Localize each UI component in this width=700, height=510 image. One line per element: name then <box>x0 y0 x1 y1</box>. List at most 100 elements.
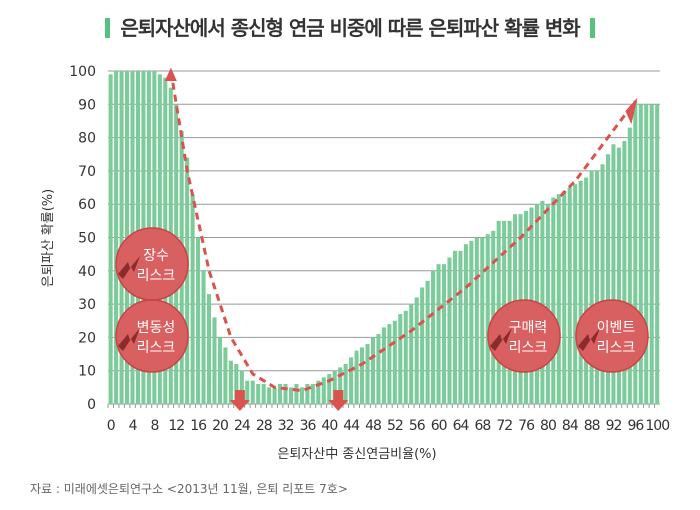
bar <box>485 234 490 404</box>
x-tick-label: 24 <box>234 418 251 434</box>
bar <box>343 364 348 404</box>
bar <box>190 194 195 404</box>
bar <box>256 384 261 404</box>
bar <box>234 364 239 404</box>
x-tick-label: 64 <box>453 418 470 434</box>
lightning-icon <box>118 256 140 279</box>
y-tick-label: 0 <box>87 397 96 413</box>
bar <box>556 194 561 404</box>
x-tick-label: 40 <box>321 418 337 434</box>
bar <box>321 377 326 404</box>
risk-label-top: 변동성 <box>137 320 176 336</box>
bar <box>595 170 600 404</box>
x-tick-label: 84 <box>562 418 579 434</box>
bar <box>562 190 567 404</box>
bar <box>540 200 545 404</box>
risk-label-bottom: 리스크 <box>509 340 548 356</box>
bar <box>381 327 386 404</box>
bar <box>616 147 621 404</box>
bar <box>185 157 190 404</box>
bar <box>409 304 414 404</box>
x-tick-label: 20 <box>212 418 228 434</box>
bar <box>310 384 315 404</box>
x-tick-label: 72 <box>496 418 512 434</box>
y-tick-label: 40 <box>78 264 96 280</box>
lightning-icon <box>490 328 512 351</box>
y-tick-label: 90 <box>78 97 96 113</box>
y-tick-label: 100 <box>69 64 96 80</box>
x-tick-label: 28 <box>256 418 272 434</box>
bar <box>245 380 250 404</box>
bar <box>649 104 654 405</box>
bar <box>272 387 277 404</box>
bar <box>431 270 436 404</box>
x-tick-label: 48 <box>365 418 381 434</box>
bar <box>578 180 583 404</box>
bar <box>370 337 376 404</box>
bar <box>441 264 447 404</box>
bar <box>414 297 419 404</box>
bar <box>387 324 392 404</box>
bar <box>403 310 408 404</box>
bar <box>627 127 632 405</box>
bar <box>469 240 474 404</box>
bar <box>332 370 337 404</box>
bar <box>354 350 359 404</box>
risk-label-top: 구매력 <box>509 320 548 336</box>
y-tick-label: 10 <box>78 364 96 380</box>
bar <box>452 250 457 404</box>
bar <box>376 334 381 404</box>
x-tick-label: 32 <box>278 418 294 434</box>
title-text: 은퇴자산에서 종신형 연금 비중에 따른 은퇴파산 확률 변화 <box>120 16 580 40</box>
bar <box>589 170 594 404</box>
bar <box>349 357 354 404</box>
risk-label-bottom: 리스크 <box>137 340 176 356</box>
bar <box>480 237 485 404</box>
x-tick-label: 56 <box>409 418 426 434</box>
x-tick-label: 96 <box>627 418 644 434</box>
risk-label-top: 이벤트 <box>597 320 636 336</box>
bar <box>278 384 283 404</box>
bar <box>392 320 397 404</box>
x-tick-label: 16 <box>190 418 207 434</box>
chart-title: 은퇴자산에서 종신형 연금 비중에 따른 은퇴파산 확률 변화 <box>0 12 700 41</box>
bar <box>605 154 611 404</box>
y-axis-label: 은퇴파산 확률(%) <box>41 189 56 287</box>
bar <box>573 184 578 404</box>
lightning-icon <box>118 328 140 351</box>
bar <box>114 71 119 404</box>
bar <box>474 237 479 404</box>
x-tick-label: 100 <box>645 418 669 434</box>
bar <box>458 250 463 404</box>
x-tick-label: 12 <box>168 418 184 434</box>
down-arrow-icon <box>229 390 250 411</box>
bar <box>108 74 113 404</box>
bar <box>206 294 212 404</box>
x-tick-label: 44 <box>343 418 360 434</box>
title-bar-right <box>589 18 595 38</box>
risk-circle <box>575 299 649 373</box>
bar <box>212 317 217 404</box>
bar <box>622 140 627 404</box>
bar <box>584 177 589 404</box>
x-tick-label: 80 <box>540 418 556 434</box>
bar <box>201 270 206 404</box>
bar <box>327 374 332 404</box>
bar <box>644 104 649 405</box>
bar <box>239 370 244 404</box>
x-tick-label: 0 <box>107 418 115 434</box>
bar <box>655 104 660 405</box>
down-arrow-icon <box>328 390 349 411</box>
bar <box>633 100 638 404</box>
risk-circle <box>487 299 561 373</box>
source-note: 자료 : 미래에셋은퇴연구소 <2013년 11월, 은퇴 리포트 7호> <box>30 482 348 496</box>
bar <box>420 287 425 404</box>
bar <box>436 264 441 404</box>
bar <box>447 257 452 404</box>
y-tick-label: 80 <box>78 131 96 147</box>
risk-label-top: 장수 <box>143 248 169 264</box>
